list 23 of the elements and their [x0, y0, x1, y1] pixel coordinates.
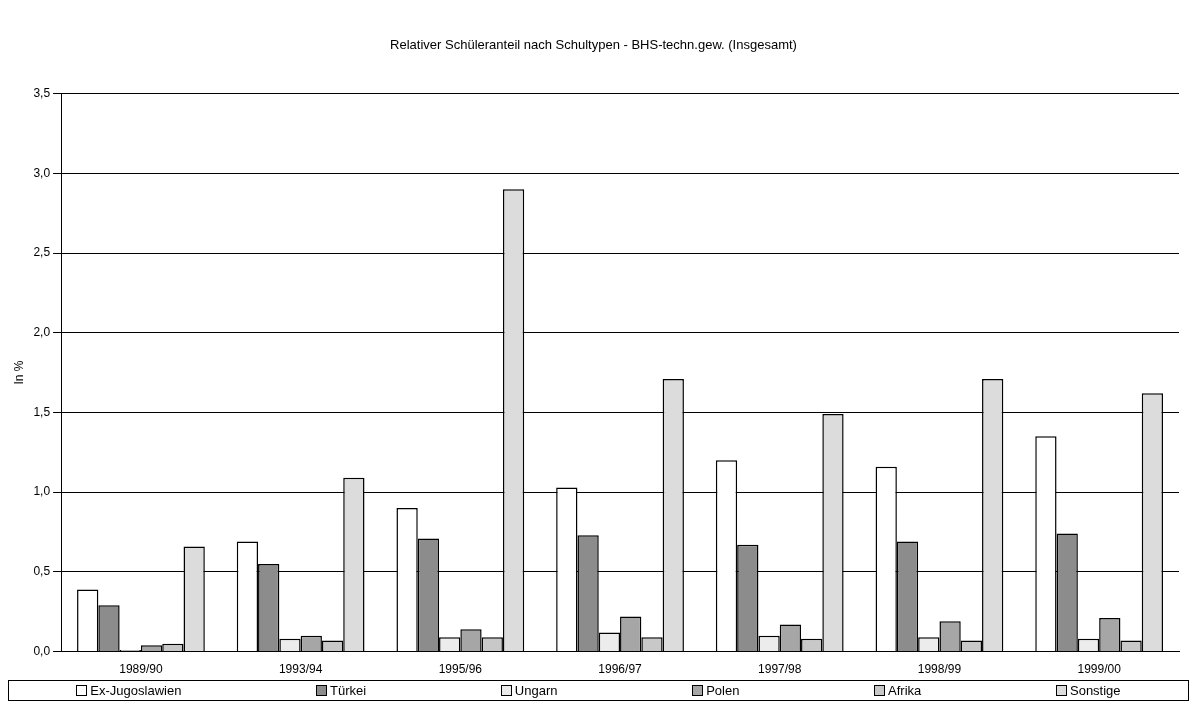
y-tick-label: 2,5	[33, 245, 51, 260]
legend-label: Sonstige	[1069, 683, 1121, 698]
y-tick-label: 3,0	[33, 165, 51, 180]
x-tick-label: 1989/90	[119, 662, 163, 677]
legend-label: Afrika	[888, 683, 922, 698]
x-tick-label: 1995/96	[438, 662, 483, 677]
legend-label: Ungarn	[514, 683, 558, 698]
x-tick-label: 1993/94	[278, 662, 323, 677]
chart-title: Relativer Schüleranteil nach Schultypen - BHS-techn.gew. (Insgesamt)	[390, 37, 797, 53]
y-tick-label: 0,5	[33, 564, 51, 579]
legend-label: Polen	[706, 683, 740, 698]
y-tick-label: 3,5	[33, 85, 51, 100]
x-tick-label: 1999/00	[1077, 662, 1122, 677]
y-tick-label: 2,0	[33, 325, 51, 340]
y-axis-title: In %	[11, 360, 26, 385]
y-tick-label: 1,5	[33, 404, 51, 419]
y-tick-label: 1,0	[33, 484, 51, 499]
text: Ex-Jugoslawien	[90, 683, 182, 698]
legend-label: Türkei	[330, 683, 367, 698]
x-tick-label: 1998/99	[917, 662, 962, 677]
y-tick-label: 0,0	[33, 643, 51, 658]
x-tick-label: 1997/98	[758, 662, 802, 677]
x-tick-label: 1996/97	[598, 662, 643, 677]
